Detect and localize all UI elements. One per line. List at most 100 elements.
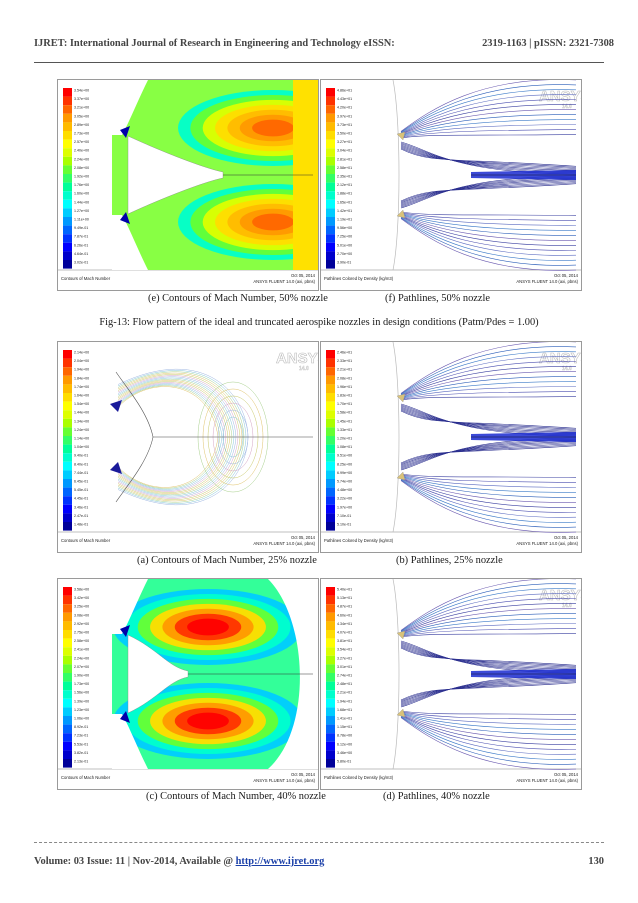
- mach-contour-plot: 3.54e+00 3.37e+00 3.21e+00 3.05e+00 2.89e+00…: [58, 80, 318, 290]
- panel-a-mach-contours-25: 2.14e+00 2.04e+00 1.94e+00 1.84e+00 1.74e+00…: [57, 341, 319, 553]
- legend-label: 1.39e+00: [74, 699, 89, 703]
- legend-label: 3.02e-01: [74, 261, 88, 265]
- legend-label: 2.58e+01: [337, 166, 352, 170]
- legend-label: 1.76e+00: [74, 183, 89, 187]
- legend-label: 1.06e+00: [74, 717, 89, 721]
- legend-label: 1.58e+01: [337, 411, 352, 415]
- legend-label: 1.20e+01: [337, 437, 352, 441]
- legend-label: 2.92e+00: [74, 622, 89, 626]
- legend-label: 5.53e-01: [74, 742, 88, 746]
- legend-label: 2.74e+01: [337, 674, 352, 678]
- legend-colorbar: 5.40e+01 5.13e+01 4.87e+01 4.60e+01 4.34e+01…: [326, 587, 352, 768]
- pathline-plot: 2.46e+01 2.33e+01 2.21e+01 2.08e+01 1.96e+01…: [321, 342, 581, 552]
- legend-label: 3.05e+00: [74, 114, 89, 118]
- legend-label: 9.56e+00: [337, 226, 352, 230]
- legend-label: 1.65e+01: [337, 200, 352, 204]
- legend-label: 1.41e+01: [337, 717, 352, 721]
- legend-label: 2.04e+00: [74, 359, 89, 363]
- legend-label: 2.08e+01: [337, 376, 352, 380]
- legend-label: 3.97e+01: [337, 114, 352, 118]
- legend-label: 4.64e-01: [74, 252, 88, 256]
- legend-label: 3.42e+00: [74, 596, 89, 600]
- ansys-logo-text: ANSYS: [276, 350, 318, 367]
- ansys-logo: ANSYS14.0: [276, 350, 318, 373]
- legend-label: 3.08e+00: [74, 613, 89, 617]
- legend-label: 6.12e+00: [337, 742, 352, 746]
- legend-label: 1.90e+00: [74, 674, 89, 678]
- legend-label: 8.92e-01: [74, 725, 88, 729]
- journal-issn: 2319-1163 | pISSN: 2321-7308: [482, 38, 614, 49]
- legend-label: 5.45e-01: [74, 488, 88, 492]
- caption-c: (c) Contours of Mach Number, 40% nozzle: [146, 791, 326, 802]
- legend-label: 2.41e+00: [74, 648, 89, 652]
- legend-label: 2.14e+00: [74, 351, 89, 355]
- legend-label: 3.22e+00: [337, 497, 352, 501]
- panel-footer-date: Oct 05, 2014: [554, 273, 579, 278]
- ansys-logo-version: 14.0: [562, 104, 572, 110]
- legend-label: 1.24e+00: [74, 428, 89, 432]
- legend-label: 2.89e+00: [74, 123, 89, 127]
- legend-label: 9.51e+00: [337, 454, 352, 458]
- legend-label: 6.26e-01: [74, 243, 88, 247]
- legend-label: 5.80e-01: [337, 760, 351, 764]
- legend-label: 3.82e-01: [74, 751, 88, 755]
- legend-label: 1.14e+00: [74, 437, 89, 441]
- legend-label: 8.78e+00: [337, 734, 352, 738]
- legend-label: 1.94e+01: [337, 699, 352, 703]
- mach-contour-plot: 2.14e+00 2.04e+00 1.94e+00 1.84e+00 1.74e+00…: [58, 342, 318, 552]
- legend-label: 1.08e+01: [337, 445, 352, 449]
- legend-label: 3.37e+00: [74, 97, 89, 101]
- legend-label: 1.42e+01: [337, 209, 352, 213]
- legend-label: 1.23e+00: [74, 708, 89, 712]
- contour-field: [112, 80, 318, 270]
- legend-label: 3.50e+01: [337, 132, 352, 136]
- legend-label: 2.58e+00: [74, 639, 89, 643]
- legend-label: 3.73e+01: [337, 123, 352, 127]
- caption-b: (b) Pathlines, 25% nozzle: [396, 555, 503, 566]
- legend-label: 1.15e+01: [337, 725, 352, 729]
- pathlines: [392, 579, 577, 770]
- legend-label: 5.74e+00: [337, 480, 352, 484]
- legend-label: 5.10e-01: [337, 523, 351, 527]
- legend-label: 4.48e+00: [337, 488, 352, 492]
- legend-label: 1.27e+00: [74, 209, 89, 213]
- legend-label: 1.56e+00: [74, 691, 89, 695]
- pathlines: [392, 342, 577, 533]
- legend-label: 1.68e+01: [337, 708, 352, 712]
- legend-label: 5.13e+01: [337, 596, 352, 600]
- legend-label: 7.44e-01: [74, 471, 88, 475]
- legend-label: 3.04e+01: [337, 149, 352, 153]
- legend-label: 3.46e+00: [337, 751, 352, 755]
- legend-label: 1.44e+00: [74, 411, 89, 415]
- journal-link[interactable]: http://www.ijret.org: [235, 856, 325, 867]
- legend-label: 1.73e+00: [74, 682, 89, 686]
- ansys-logo-text: ANSYS: [539, 587, 581, 604]
- panel-footer-version: ANSYS FLUENT 14.0 (axi, pbns): [253, 778, 315, 783]
- legend-label: 2.47e-01: [74, 514, 88, 518]
- caption-e: (e) Contours of Mach Number, 50% nozzle: [148, 293, 328, 304]
- legend-label: 2.21e+01: [337, 691, 352, 695]
- legend-colorbar: 3.54e+00 3.37e+00 3.21e+00 3.05e+00 2.89e+00…: [63, 88, 89, 269]
- page-number: 130: [588, 856, 604, 867]
- legend-label: 1.33e+01: [337, 428, 352, 432]
- journal-header: IJRET: International Journal of Research…: [34, 38, 614, 49]
- legend-label: 2.07e+00: [74, 665, 89, 669]
- legend-label: 4.87e+01: [337, 605, 352, 609]
- legend-label: 1.96e+01: [337, 385, 352, 389]
- panel-footer-title: Pathlines Colored by Density (kg/m3): [324, 276, 394, 281]
- ansys-logo: ANSYS14.0: [539, 88, 581, 111]
- panel-footer-date: Oct 05, 2014: [554, 772, 579, 777]
- legend-label: 1.97e+00: [337, 505, 352, 509]
- panel-footer-date: Oct 05, 2014: [291, 772, 316, 777]
- legend-label: 3.58e+00: [74, 588, 89, 592]
- panel-footer-version: ANSYS FLUENT 14.0 (axi, pbns): [253, 541, 315, 546]
- legend-colorbar: 3.58e+00 3.42e+00 3.25e+00 3.08e+00 2.92e+00…: [63, 587, 89, 768]
- caption-f: (f) Pathlines, 50% nozzle: [385, 293, 491, 304]
- pathline-plot: 5.40e+01 5.13e+01 4.87e+01 4.60e+01 4.34e+01…: [321, 579, 581, 789]
- legend-colorbar: 2.14e+00 2.04e+00 1.94e+00 1.84e+00 1.74e+00…: [63, 350, 89, 531]
- legend-colorbar: 4.86e+01 4.43e+01 4.20e+01 3.97e+01 3.73e+01…: [326, 88, 352, 269]
- panel-footer-date: Oct 05, 2014: [554, 535, 579, 540]
- legend-label: 1.34e+00: [74, 419, 89, 423]
- panel-f-pathlines-50: 4.86e+01 4.43e+01 4.20e+01 3.97e+01 3.73e+01…: [320, 79, 582, 291]
- legend-label: 2.35e+01: [337, 175, 352, 179]
